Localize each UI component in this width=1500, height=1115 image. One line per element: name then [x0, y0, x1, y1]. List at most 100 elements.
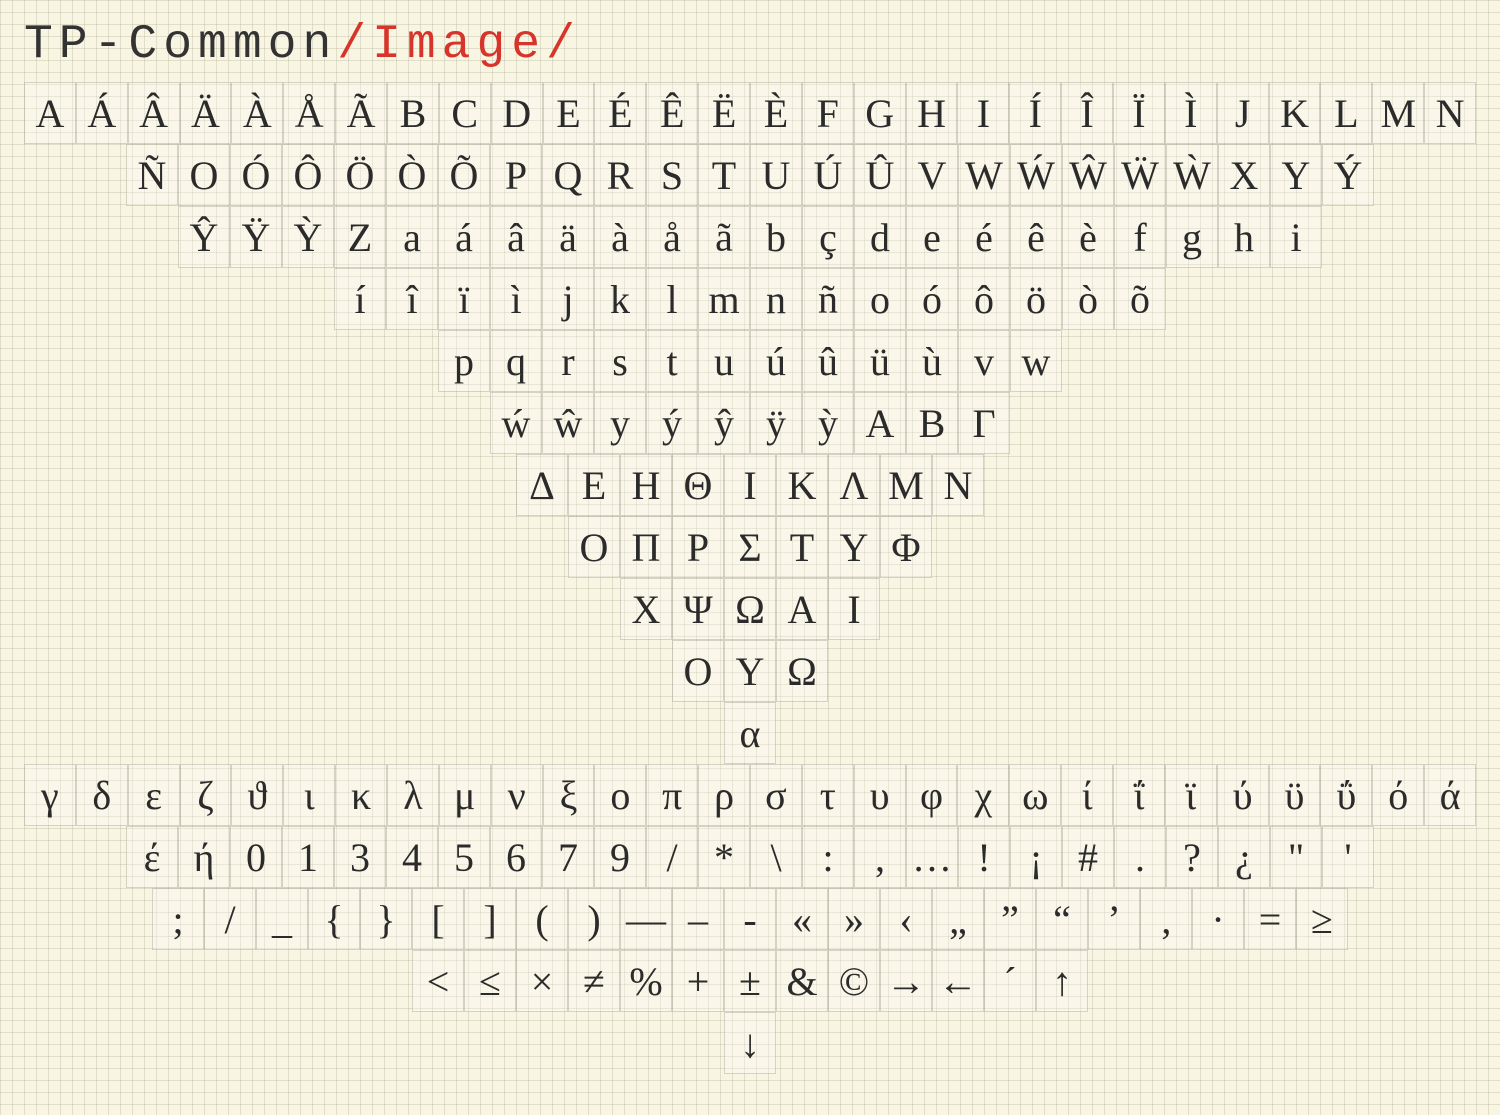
glyph-cell[interactable]: É: [594, 82, 646, 144]
glyph-cell[interactable]: Ý: [1322, 144, 1374, 206]
glyph-cell[interactable]: ÿ: [750, 392, 802, 454]
glyph-cell[interactable]: Ι: [828, 578, 880, 640]
glyph-cell[interactable]: Ẁ: [1166, 144, 1218, 206]
glyph-cell[interactable]: î: [386, 268, 438, 330]
glyph-cell[interactable]: A: [24, 82, 76, 144]
glyph-cell[interactable]: ¿: [1218, 826, 1270, 888]
glyph-cell[interactable]: Ω: [724, 578, 776, 640]
glyph-cell[interactable]: Τ: [776, 516, 828, 578]
glyph-cell[interactable]: ê: [1010, 206, 1062, 268]
glyph-cell[interactable]: ”: [984, 888, 1036, 950]
glyph-cell[interactable]: Ú: [802, 144, 854, 206]
glyph-cell[interactable]: ε: [128, 764, 180, 826]
glyph-cell[interactable]: 9: [594, 826, 646, 888]
glyph-cell[interactable]: p: [438, 330, 490, 392]
glyph-cell[interactable]: ó: [906, 268, 958, 330]
glyph-cell[interactable]: e: [906, 206, 958, 268]
glyph-cell[interactable]: υ: [854, 764, 906, 826]
glyph-cell[interactable]: Α: [776, 578, 828, 640]
glyph-cell[interactable]: Κ: [776, 454, 828, 516]
glyph-cell[interactable]: À: [231, 82, 283, 144]
glyph-cell[interactable]: h: [1218, 206, 1270, 268]
glyph-cell[interactable]: K: [1269, 82, 1321, 144]
glyph-cell[interactable]: &: [776, 950, 828, 1012]
glyph-cell[interactable]: Μ: [880, 454, 932, 516]
glyph-cell[interactable]: Ÿ: [230, 206, 282, 268]
glyph-cell[interactable]: d: [854, 206, 906, 268]
glyph-cell[interactable]: ΰ: [1320, 764, 1372, 826]
glyph-cell[interactable]: „: [932, 888, 984, 950]
glyph-cell[interactable]: a: [386, 206, 438, 268]
glyph-cell[interactable]: ": [1270, 826, 1322, 888]
glyph-cell[interactable]: ñ: [802, 268, 854, 330]
glyph-cell[interactable]: ©: [828, 950, 880, 1012]
glyph-cell[interactable]: ]: [464, 888, 516, 950]
glyph-cell[interactable]: Χ: [620, 578, 672, 640]
glyph-cell[interactable]: #: [1062, 826, 1114, 888]
glyph-cell[interactable]: Î: [1061, 82, 1113, 144]
glyph-cell[interactable]: ý: [646, 392, 698, 454]
glyph-cell[interactable]: έ: [126, 826, 178, 888]
glyph-cell[interactable]: …: [906, 826, 958, 888]
breadcrumb-seg2[interactable]: Image: [372, 18, 546, 72]
glyph-cell[interactable]: Q: [542, 144, 594, 206]
glyph-cell[interactable]: Ι: [724, 454, 776, 516]
glyph-cell[interactable]: í: [334, 268, 386, 330]
glyph-cell[interactable]: Â: [128, 82, 180, 144]
glyph-cell[interactable]: /: [646, 826, 698, 888]
glyph-cell[interactable]: ω: [1009, 764, 1061, 826]
glyph-cell[interactable]: J: [1217, 82, 1269, 144]
glyph-cell[interactable]: Α: [854, 392, 906, 454]
glyph-cell[interactable]: ±: [724, 950, 776, 1012]
glyph-cell[interactable]: ): [568, 888, 620, 950]
glyph-cell[interactable]: ù: [906, 330, 958, 392]
glyph-cell[interactable]: Y: [1270, 144, 1322, 206]
glyph-cell[interactable]: Γ: [958, 392, 1010, 454]
glyph-cell[interactable]: ≤: [464, 950, 516, 1012]
glyph-cell[interactable]: f: [1114, 206, 1166, 268]
glyph-cell[interactable]: ά: [1424, 764, 1476, 826]
glyph-cell[interactable]: ή: [178, 826, 230, 888]
glyph-cell[interactable]: ≠: [568, 950, 620, 1012]
glyph-cell[interactable]: G: [854, 82, 906, 144]
glyph-cell[interactable]: Å: [283, 82, 335, 144]
glyph-cell[interactable]: φ: [906, 764, 958, 826]
glyph-cell[interactable]: m: [698, 268, 750, 330]
glyph-cell[interactable]: q: [490, 330, 542, 392]
glyph-cell[interactable]: Λ: [828, 454, 880, 516]
glyph-cell[interactable]: j: [542, 268, 594, 330]
glyph-cell[interactable]: _: [256, 888, 308, 950]
glyph-cell[interactable]: Í: [1009, 82, 1061, 144]
glyph-cell[interactable]: Ỳ: [282, 206, 334, 268]
glyph-cell[interactable]: ú: [750, 330, 802, 392]
glyph-cell[interactable]: r: [542, 330, 594, 392]
glyph-cell[interactable]: t: [646, 330, 698, 392]
glyph-cell[interactable]: ←: [932, 950, 984, 1012]
glyph-cell[interactable]: ü: [854, 330, 906, 392]
glyph-cell[interactable]: Θ: [672, 454, 724, 516]
glyph-cell[interactable]: ≥: [1296, 888, 1348, 950]
glyph-cell[interactable]: v: [958, 330, 1010, 392]
glyph-cell[interactable]: ‚: [1140, 888, 1192, 950]
glyph-cell[interactable]: %: [620, 950, 672, 1012]
glyph-cell[interactable]: è: [1062, 206, 1114, 268]
glyph-cell[interactable]: Η: [620, 454, 672, 516]
glyph-cell[interactable]: 3: [334, 826, 386, 888]
glyph-cell[interactable]: Ψ: [672, 578, 724, 640]
glyph-cell[interactable]: U: [750, 144, 802, 206]
glyph-cell[interactable]: “: [1036, 888, 1088, 950]
glyph-cell[interactable]: ŷ: [698, 392, 750, 454]
glyph-cell[interactable]: —: [620, 888, 672, 950]
glyph-cell[interactable]: F: [802, 82, 854, 144]
glyph-cell[interactable]: :: [802, 826, 854, 888]
glyph-cell[interactable]: õ: [1114, 268, 1166, 330]
glyph-cell[interactable]: g: [1166, 206, 1218, 268]
glyph-cell[interactable]: P: [490, 144, 542, 206]
glyph-cell[interactable]: 1: [282, 826, 334, 888]
glyph-cell[interactable]: é: [958, 206, 1010, 268]
glyph-cell[interactable]: +: [672, 950, 724, 1012]
glyph-cell[interactable]: u: [698, 330, 750, 392]
glyph-cell[interactable]: Ó: [230, 144, 282, 206]
glyph-cell[interactable]: Ô: [282, 144, 334, 206]
glyph-cell[interactable]: ç: [802, 206, 854, 268]
